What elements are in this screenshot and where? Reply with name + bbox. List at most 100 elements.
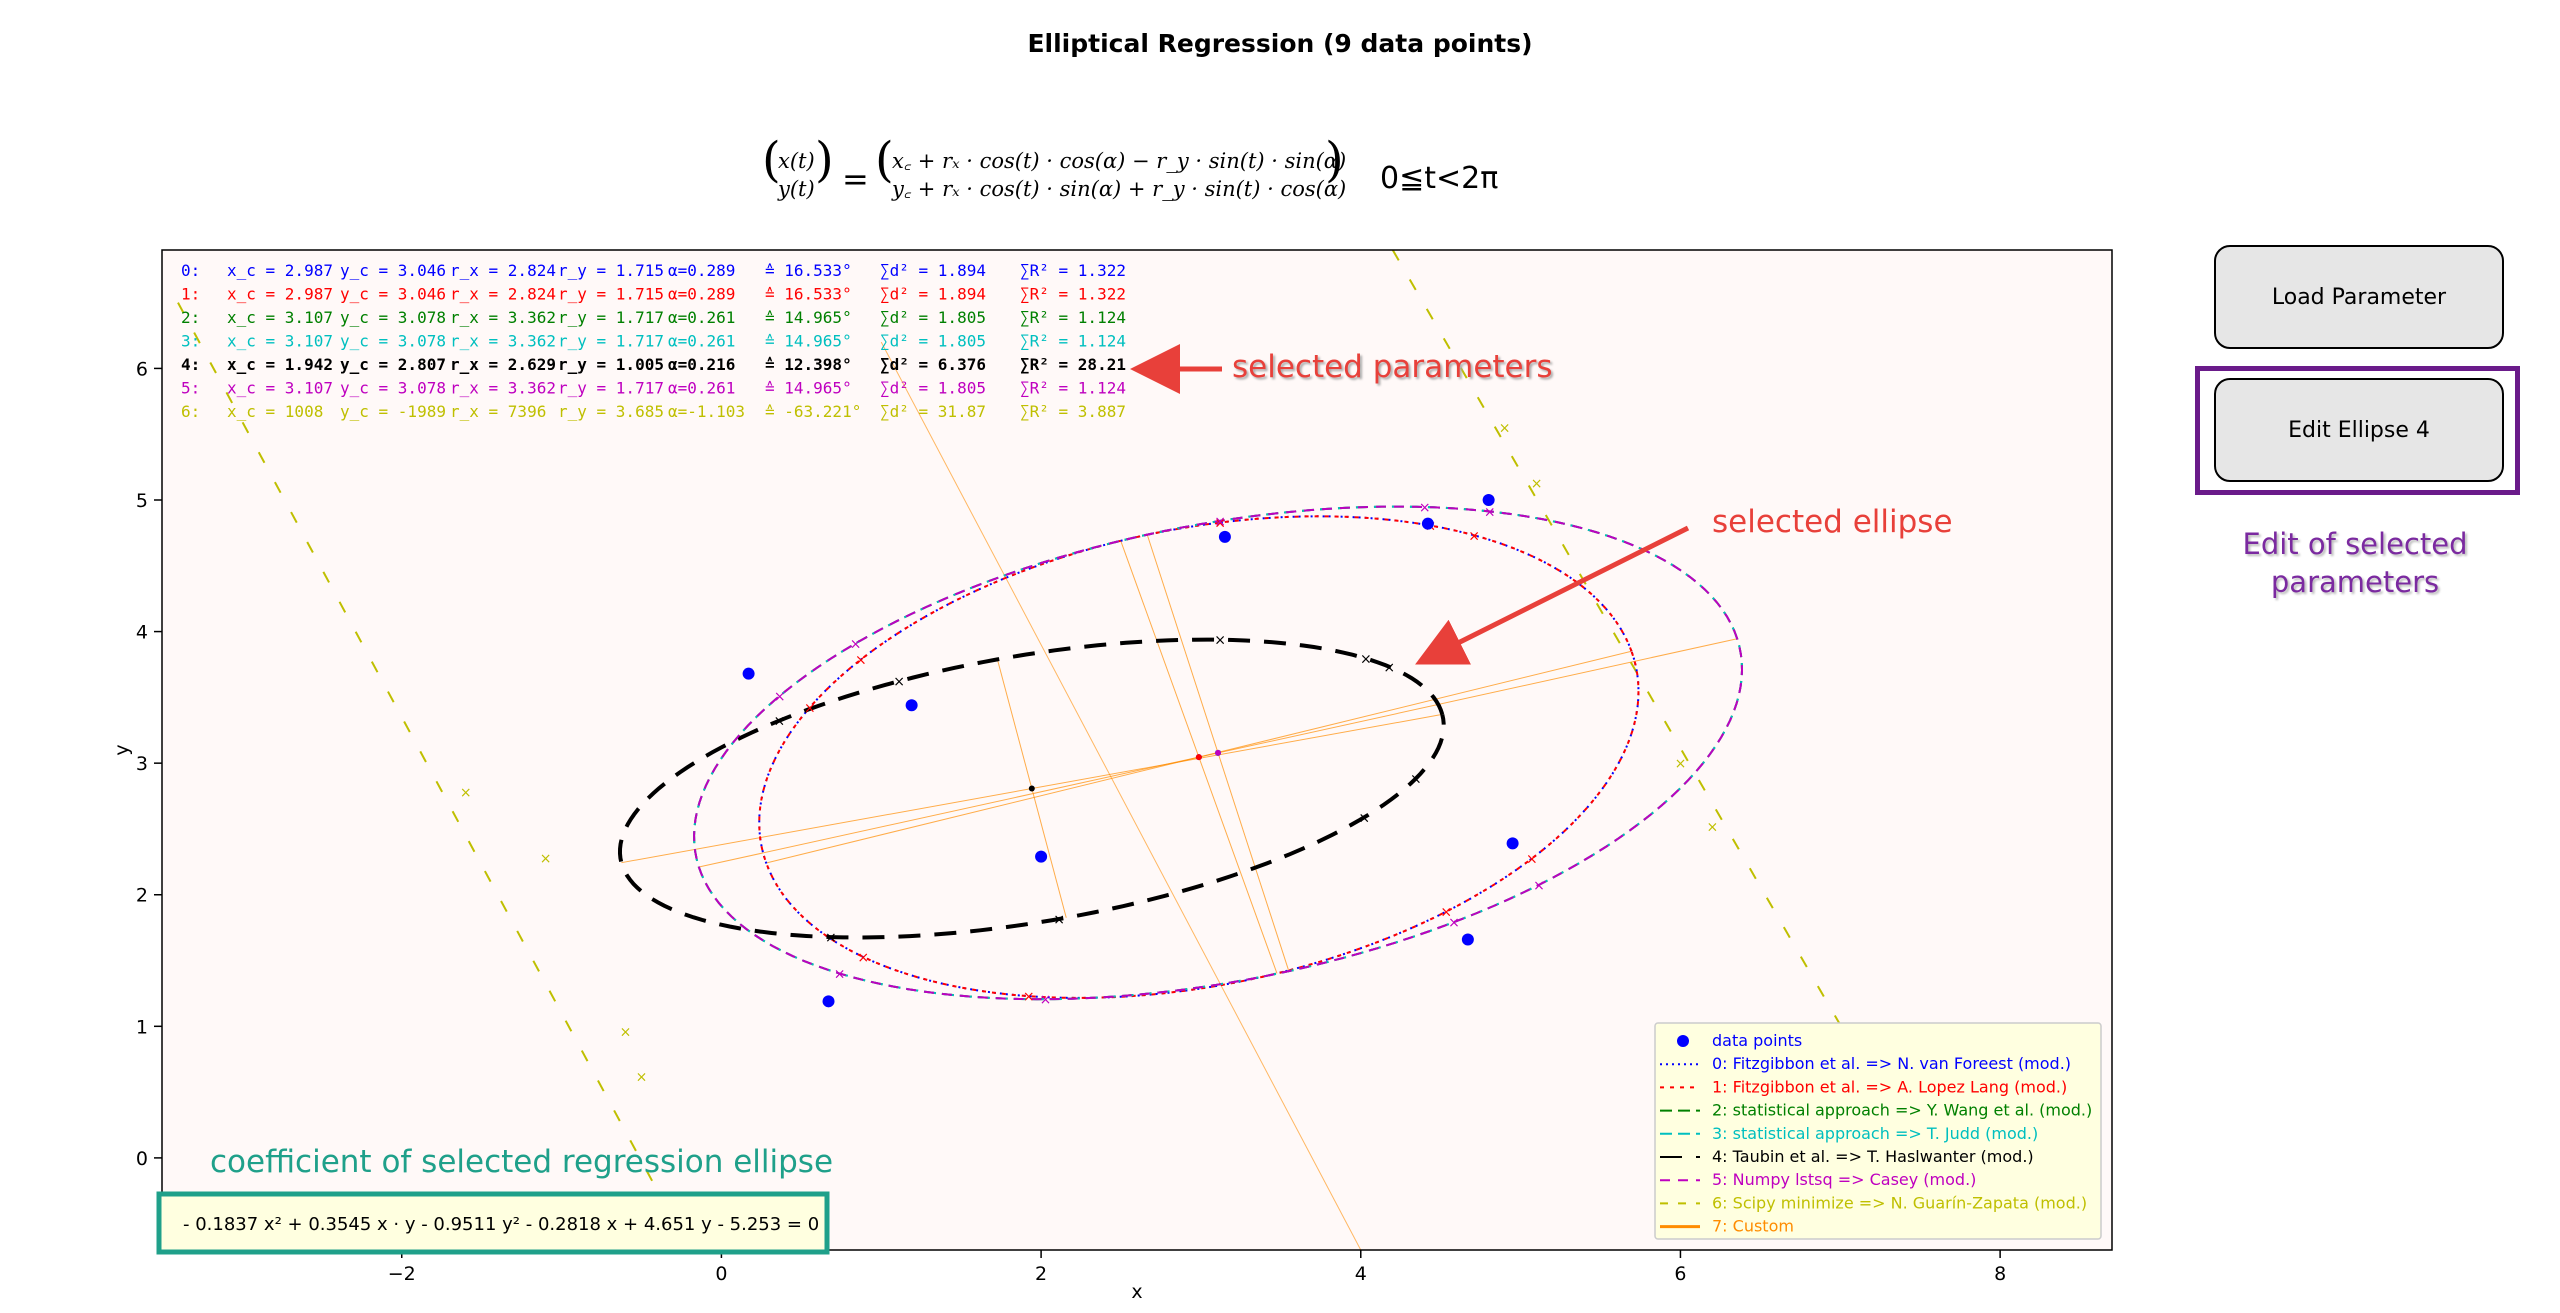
legend-label: 4: Taubin et al. => T. Haslwanter (mod.) [1712,1147,2034,1166]
ellipse-1-marker: × [1526,852,1538,868]
ellipse-6-marker: × [1707,819,1719,835]
param-cell: α=0.261 [668,379,735,398]
ellipse-6-marker: × [540,851,552,867]
x-tick-label: 8 [1994,1263,2006,1285]
selected-ellipse-arrow [1415,525,1690,665]
data-point [1506,837,1519,850]
param-cell: r_y = 1.005 [558,355,664,374]
x-tick-label: 2 [1035,1263,1047,1285]
legend-label: 3: statistical approach => T. Judd (mod.… [1712,1124,2038,1143]
param-cell: α=0.289 [668,261,735,280]
x-axis-label: x [1131,1281,1142,1303]
legend-label: 1: Fitzgibbon et al. => A. Lopez Lang (m… [1712,1077,2067,1096]
ellipse-6-marker: × [460,785,472,801]
param-cell: ≙ 12.398° [765,355,852,374]
data-point [1461,933,1474,946]
param-cell: α=0.289 [668,285,735,304]
param-cell: ∑d² = 6.376 [880,355,986,374]
param-cell: 2: [181,308,200,327]
param-cell: ∑R² = 1.124 [1020,308,1126,327]
param-cell: ≙ 14.965° [765,332,852,351]
legend-items: data points 0: Fitzgibbon et al. => N. va… [1660,1031,2092,1236]
ellipse-5-marker: × [834,967,846,983]
formula-row-y: y꜀ + rₓ · cos(t) · sin(α) + r_y · sin(t)… [891,177,1346,201]
ellipse-5-marker: × [1040,992,1052,1008]
param-cell: ∑d² = 1.894 [880,285,986,304]
ellipse-4-marker: × [1410,772,1422,788]
param-cell: ≙ 16.533° [765,285,852,304]
param-cell: x_c = 1.942 [227,355,333,374]
x-tick-label: 0 [715,1263,727,1285]
param-cell: ∑d² = 31.87 [880,402,986,421]
x-tick-label: 6 [1674,1263,1686,1285]
param-cell: x_c = 1008 [227,402,323,421]
param-cell: ∑d² = 1.805 [880,308,986,327]
ellipse-1-marker: × [855,652,867,668]
param-cell: r_x = 7396 [450,402,546,421]
param-cell: ∑d² = 1.805 [880,332,986,351]
selected-ellipse-label: selected ellipse [1712,504,1953,540]
x-tick-label: 4 [1355,1263,1367,1285]
param-cell: ∑R² = 1.322 [1020,261,1126,280]
legend: data points 0: Fitzgibbon et al. => N. va… [1654,1022,2102,1240]
param-cell: r_x = 3.362 [450,379,556,398]
coefficient-equation: - 0.1837 x² + 0.3545 x · y - 0.9511 y² -… [183,1214,819,1235]
ellipse-5-marker: × [1484,504,1496,520]
coefficient-box [156,1191,830,1255]
param-cell: α=0.261 [668,332,735,351]
formula-row-x: x꜀ + rₓ · cos(t) · cos(α) − r_y · sin(t)… [892,149,1346,173]
param-cell: ∑d² = 1.805 [880,379,986,398]
formula-left-paren: ( [762,132,781,188]
y-tick-label: 2 [136,885,148,907]
param-cell: x_c = 2.987 [227,261,333,280]
param-cell: r_x = 2.824 [450,261,556,280]
param-cell: r_y = 1.717 [558,332,664,351]
param-cell: α=0.216 [668,355,735,374]
ellipse-4-marker: × [1214,633,1226,649]
ellipse-1-marker: × [857,950,869,966]
ellipse-1-center [1195,754,1202,761]
parametric-formula: ( x(t) y(t) ) = ( x꜀ + rₓ · cos(t) · cos… [762,132,1498,201]
ellipse-6-marker: × [620,1025,632,1041]
ellipse-6-marker: × [636,1069,648,1085]
data-point [1035,850,1048,863]
ellipse-4-marker: × [774,714,786,730]
legend-label: 2: statistical approach => Y. Wang et al… [1712,1101,2092,1120]
custom-helper-line [880,341,1362,1250]
param-cell: 0: [181,261,200,280]
x-tick-label: −2 [388,1263,416,1285]
selected-parameters-label: selected parameters [1232,349,1553,385]
ellipse-4-marker: × [825,930,837,946]
ellipse-6-line-a [177,302,691,1250]
param-cell: ≙ 16.533° [765,261,852,280]
legend-box [1654,1022,2102,1240]
ellipse-5-center [1215,749,1222,756]
edit-selected-label: Edit of selected parameters [2242,527,2468,599]
y-tick-label: 1 [136,1016,148,1038]
legend-label: data points [1712,1031,1802,1050]
param-cell: y_c = 3.046 [340,261,446,280]
ellipse-1-marker: × [1023,989,1035,1005]
ellipse-4-center [1028,785,1035,792]
ellipse-1 [758,515,1640,999]
formula-matrix-right: ) [1325,132,1344,188]
load-parameter-button[interactable]: Load Parameter [2214,245,2504,349]
ellipse-6-marker: × [1531,476,1543,492]
figure-title: Elliptical Regression (9 data points) [1027,29,1532,58]
ellipse-4 [617,637,1446,940]
y-tick-label: 6 [136,358,148,380]
axes-ticks: −2 0 2 4 6 8 0 1 2 3 4 5 6 [136,358,2006,1285]
edit-ellipse-button[interactable]: Edit Ellipse 4 [2214,378,2504,482]
ellipse-4-marker: × [1383,660,1395,676]
legend-label: 7: Custom [1712,1217,1794,1236]
ellipse-5 [693,505,1744,1001]
formula-x: x(t) [778,149,815,173]
data-point [742,667,755,680]
param-cell: r_y = 1.717 [558,308,664,327]
data-point [1218,530,1231,543]
param-cell: ∑R² = 1.124 [1020,379,1126,398]
formula-matrix-left: ( [875,132,894,188]
ellipse-1-marker: × [1468,528,1480,544]
formula-right-paren: ) [815,132,834,188]
